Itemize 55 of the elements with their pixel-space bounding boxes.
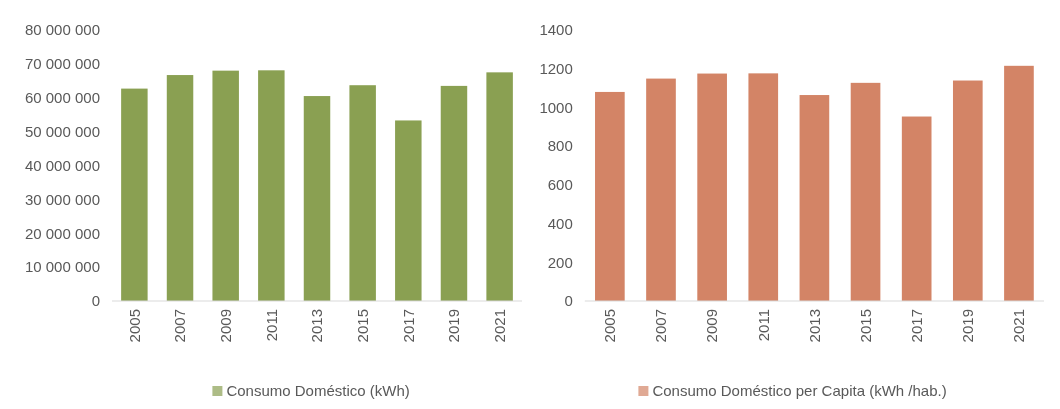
bar: [799, 95, 830, 301]
x-tick-label: 2011: [262, 309, 280, 342]
y-tick-label: 10 000 000: [24, 258, 100, 276]
y-tick-label: 400: [547, 214, 573, 232]
x-tick-label: 2007: [171, 309, 189, 343]
y-tick-label: 40 000 000: [24, 156, 100, 174]
y-tick-label: 800: [547, 137, 573, 155]
bar: [166, 75, 194, 301]
bar: [901, 116, 932, 301]
bar: [349, 85, 376, 301]
x-tick-label: 2019: [959, 309, 977, 343]
y-tick-label: 1000: [539, 98, 573, 116]
y-tick-label: 20 000 000: [24, 224, 100, 242]
bar: [395, 120, 422, 301]
bar: [595, 91, 625, 301]
x-tick-label: 2019: [445, 309, 463, 343]
bar: [212, 70, 239, 301]
bar: [258, 70, 285, 301]
bar: [850, 82, 881, 301]
x-tick-label: 2011: [754, 309, 772, 342]
bar: [646, 78, 676, 301]
y-tick-label: 0: [91, 292, 100, 310]
y-tick-label: 30 000 000: [24, 190, 100, 208]
y-tick-label: 70 000 000: [24, 55, 100, 73]
y-tick-label: 60 000 000: [24, 89, 100, 106]
y-tick-label: 1200: [539, 59, 573, 77]
x-tick-label: 2009: [216, 309, 234, 343]
x-tick-label: 2021: [1010, 309, 1028, 343]
y-tick-label: 80 000 000: [24, 21, 100, 39]
bar: [303, 96, 331, 301]
x-tick-label: 2005: [125, 309, 143, 343]
bar: [697, 73, 727, 301]
y-tick-label: 1400: [539, 21, 573, 39]
x-tick-label: 2017: [399, 309, 417, 343]
y-tick-label: 0: [564, 292, 573, 310]
y-tick-label: 200: [547, 253, 573, 271]
x-tick-label: 2021: [490, 309, 508, 343]
y-tick-label: 50 000 000: [24, 122, 100, 140]
legend-label: Consumo Doméstico (kWh): [226, 382, 410, 400]
x-tick-label: 2009: [703, 309, 721, 343]
x-tick-label: 2007: [652, 309, 670, 343]
x-tick-label: 2017: [907, 309, 925, 343]
bar: [486, 72, 513, 301]
bar: [121, 88, 148, 301]
x-tick-label: 2015: [353, 309, 371, 343]
x-tick-label: 2013: [805, 309, 823, 343]
bar: [952, 80, 983, 301]
x-tick-label: 2005: [601, 309, 619, 343]
legend-label: Consumo Doméstico per Capita (kWh /hab.): [652, 382, 947, 400]
x-tick-label: 2013: [308, 309, 326, 343]
bar: [440, 85, 468, 301]
x-tick-label: 2015: [856, 309, 874, 343]
bar: [1004, 65, 1034, 301]
y-tick-label: 600: [547, 176, 573, 194]
bar: [748, 73, 779, 301]
